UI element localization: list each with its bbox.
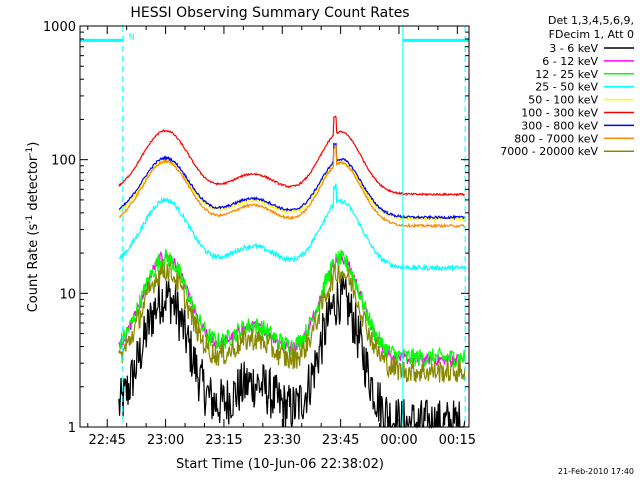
legend-label: 12 - 25 keV (535, 68, 598, 81)
series-line (118, 259, 466, 383)
legend-label: 100 - 300 keV (521, 107, 598, 120)
legend-label: 7000 - 20000 keV (500, 145, 598, 158)
series-line (118, 143, 466, 223)
y-tick-label: 100 (51, 154, 76, 169)
legend-header-line-2: FDecim 1, Att 0 (549, 28, 634, 41)
y-label-sup-2: -1 (25, 147, 35, 156)
y-tick-label: 1000 (43, 20, 76, 35)
x-tick-label: 00:15 (439, 433, 476, 448)
plot-series-group (118, 115, 466, 430)
legend-label: 300 - 800 keV (521, 119, 598, 132)
series-line (118, 142, 465, 221)
x-tick-label: 00:00 (380, 433, 417, 448)
legend-label: 25 - 50 keV (535, 81, 598, 94)
series-line (118, 248, 466, 368)
y-axis-label: Count Rate (s-1 detector-1) (25, 142, 41, 313)
y-axis: 1 10 100 1000 (43, 20, 469, 436)
orbit-annotation: N (129, 32, 135, 41)
plot-frame (79, 25, 470, 428)
legend-header-line-1: Det 1,3,4,5,6,9, (548, 14, 634, 27)
y-label-part-1: Count Rate (s (26, 224, 41, 313)
x-axis-label: Start Time (10-Jun-06 22:38:02) (176, 457, 384, 472)
x-axis: 22:45 23:00 23:15 23:30 23:45 00:00 00:15 (87, 26, 476, 448)
footer-date: 21-Feb-2010 17:40 (558, 467, 634, 476)
legend-label: 3 - 6 keV (549, 42, 598, 55)
x-tick-label: 23:30 (264, 433, 301, 448)
x-tick-label: 23:00 (147, 433, 184, 448)
y-label-sup-1: -1 (25, 215, 35, 224)
series-line (118, 115, 465, 197)
x-tick-label: 22:45 (88, 433, 125, 448)
y-tick-label: 1 (68, 421, 76, 436)
x-tick-label: 23:15 (205, 433, 242, 448)
series-line (118, 145, 466, 229)
y-tick-label: 10 (59, 287, 76, 302)
y-label-part-2: detector (26, 155, 41, 215)
legend-label: 800 - 7000 keV (514, 132, 598, 145)
chart-title: HESSI Observing Summary Count Rates (130, 5, 409, 21)
y-label-part-3: ) (26, 142, 41, 147)
series-line (118, 183, 466, 272)
legend-label: 50 - 100 keV (528, 94, 598, 107)
legend-label: 6 - 12 keV (542, 55, 598, 68)
x-tick-label: 23:45 (322, 433, 359, 448)
